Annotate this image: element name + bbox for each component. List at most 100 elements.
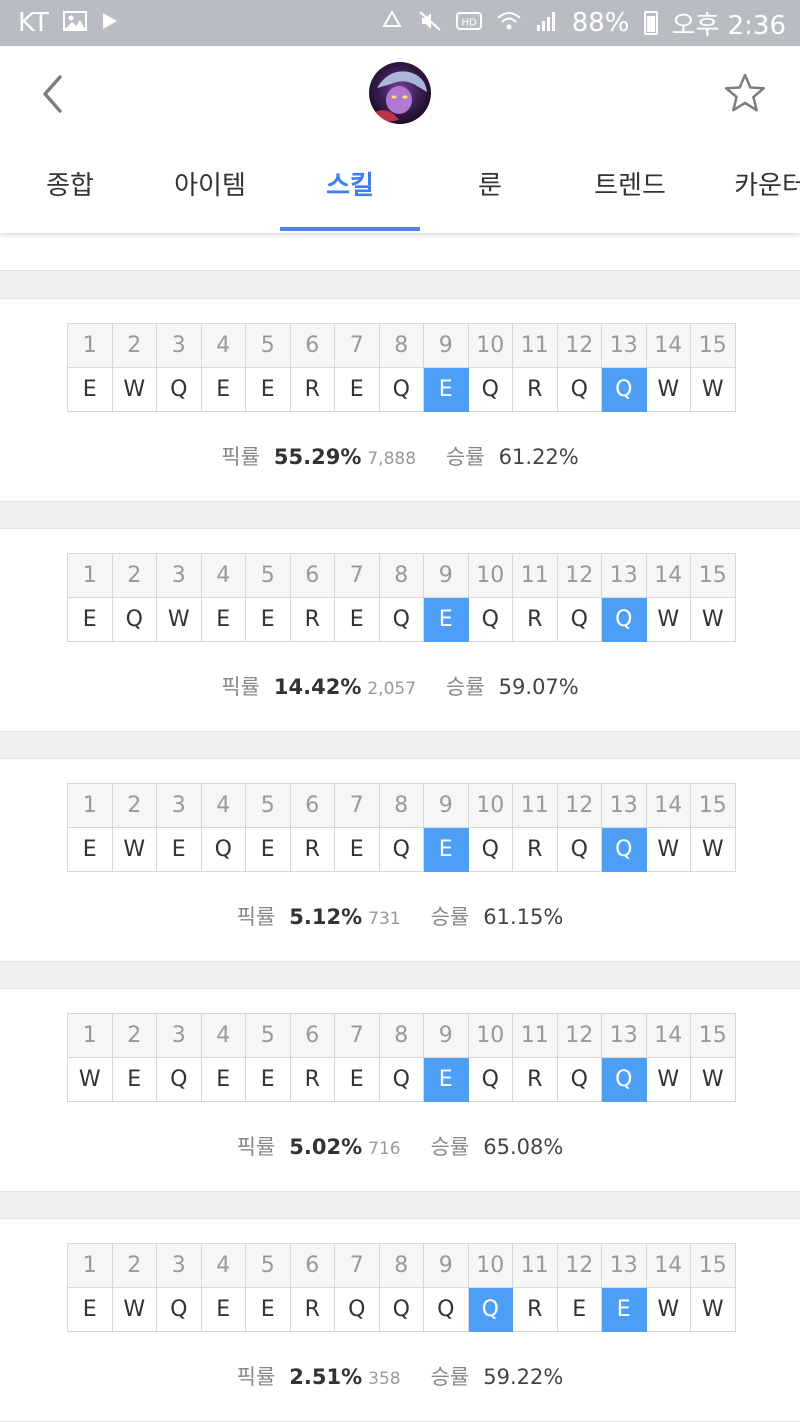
skill-cell: Q xyxy=(556,367,602,412)
games-count: 7,888 xyxy=(367,449,417,469)
app-header: 종합 아이템 스킬 룬 트렌드 카운터 xyxy=(0,46,800,233)
win-rate-value: 65.08% xyxy=(483,1135,564,1159)
tab-label: 트렌드 xyxy=(594,171,666,201)
pick-rate-label: 픽률 xyxy=(221,675,260,699)
level-cell: 13 xyxy=(601,553,647,598)
level-cell: 12 xyxy=(556,1013,602,1058)
skill-cell: Q xyxy=(467,367,513,412)
level-cell: 11 xyxy=(512,783,558,828)
tab-counters[interactable]: 카운터 xyxy=(700,156,800,233)
skill-cell: Q xyxy=(156,1287,202,1332)
level-row: 1 2 3 4 5 6 7 8 9 10 11 12 13 14 15 xyxy=(67,1243,736,1288)
skill-cell: E xyxy=(334,827,380,872)
level-cell: 2 xyxy=(111,1243,157,1288)
skill-cell: E xyxy=(200,597,246,642)
back-button[interactable] xyxy=(32,72,72,116)
level-cell: 9 xyxy=(423,783,469,828)
level-cell: 6 xyxy=(289,1013,335,1058)
pick-rate-label: 픽률 xyxy=(236,905,276,929)
recycle-icon xyxy=(380,9,404,37)
carrier-label: KT xyxy=(18,8,49,38)
level-cell: 4 xyxy=(200,1243,246,1288)
tab-trends[interactable]: 트렌드 xyxy=(560,156,700,233)
pick-rate-value: 55.29% xyxy=(273,445,362,469)
win-rate-value: 59.22% xyxy=(483,1365,564,1389)
level-cell: 14 xyxy=(645,1243,691,1288)
skill-cell: W xyxy=(690,1057,736,1102)
skill-cell: E xyxy=(67,1287,113,1332)
favorite-button[interactable] xyxy=(722,70,768,116)
level-cell: 8 xyxy=(378,553,424,598)
skill-cell: E xyxy=(423,367,469,412)
champion-avatar[interactable] xyxy=(369,62,431,124)
win-rate-value: 61.15% xyxy=(483,905,564,929)
previous-section-fragment xyxy=(0,233,800,271)
skill-cell: E xyxy=(245,597,291,642)
level-cell: 10 xyxy=(467,783,513,828)
status-bar: KT HD 88% 오후 2:36 xyxy=(0,0,800,46)
level-cell: 6 xyxy=(289,783,335,828)
skill-cell: Q xyxy=(156,367,202,412)
skill-cell: E xyxy=(200,1287,246,1332)
level-cell: 3 xyxy=(156,553,202,598)
skill-cell: R xyxy=(512,1057,558,1102)
skill-cell: W xyxy=(690,1287,736,1332)
skill-cell: E xyxy=(67,597,113,642)
win-rate-label: 승률 xyxy=(446,445,485,469)
skill-cell: Q xyxy=(378,367,424,412)
skill-cell: Q xyxy=(334,1287,380,1332)
skill-cell: E xyxy=(67,367,113,412)
tab-items[interactable]: 아이템 xyxy=(140,156,280,233)
level-cell: 15 xyxy=(690,1013,736,1058)
level-cell: 4 xyxy=(200,1013,246,1058)
level-cell: 7 xyxy=(334,553,380,598)
skill-cell: W xyxy=(645,827,691,872)
level-cell: 12 xyxy=(556,1243,602,1288)
skill-cell: Q xyxy=(200,827,246,872)
level-cell: 5 xyxy=(245,1243,291,1288)
level-row: 1 2 3 4 5 6 7 8 9 10 11 12 13 14 15 xyxy=(67,323,736,368)
signal-icon xyxy=(536,10,558,37)
level-cell: 7 xyxy=(334,323,380,368)
level-cell: 7 xyxy=(334,783,380,828)
level-cell: 15 xyxy=(690,553,736,598)
skill-cell: W xyxy=(111,367,157,412)
level-cell: 1 xyxy=(67,1243,113,1288)
skill-cell: E xyxy=(423,597,469,642)
skill-cell: W xyxy=(645,597,691,642)
level-cell: 2 xyxy=(111,553,157,598)
games-count: 716 xyxy=(368,1139,401,1159)
level-cell: 1 xyxy=(67,783,113,828)
level-cell: 7 xyxy=(334,1013,380,1058)
level-cell: 13 xyxy=(601,783,647,828)
level-row: 1 2 3 4 5 6 7 8 9 10 11 12 13 14 15 xyxy=(67,1013,736,1058)
level-cell: 1 xyxy=(67,553,113,598)
skill-cell: Q xyxy=(556,1057,602,1102)
level-cell: 5 xyxy=(245,553,291,598)
wifi-icon xyxy=(496,10,522,37)
skill-cell: E xyxy=(556,1287,602,1332)
tab-runes[interactable]: 룬 xyxy=(420,156,560,233)
level-cell: 2 xyxy=(111,1013,157,1058)
games-count: 731 xyxy=(368,909,401,929)
gallery-notification-icon xyxy=(62,10,87,36)
skill-cell: R xyxy=(512,827,558,872)
mute-icon xyxy=(418,10,442,37)
tab-summary[interactable]: 종합 xyxy=(0,156,140,233)
skill-cell: Q xyxy=(467,1057,513,1102)
skill-cell: Q xyxy=(467,1287,513,1332)
skill-cell: E xyxy=(334,597,380,642)
tab-skills[interactable]: 스킬 xyxy=(280,156,420,233)
skill-cell: R xyxy=(289,1057,335,1102)
level-cell: 8 xyxy=(378,783,424,828)
level-cell: 5 xyxy=(245,1013,291,1058)
level-cell: 14 xyxy=(645,783,691,828)
tab-bar: 종합 아이템 스킬 룬 트렌드 카운터 xyxy=(0,156,800,233)
level-cell: 3 xyxy=(156,1013,202,1058)
